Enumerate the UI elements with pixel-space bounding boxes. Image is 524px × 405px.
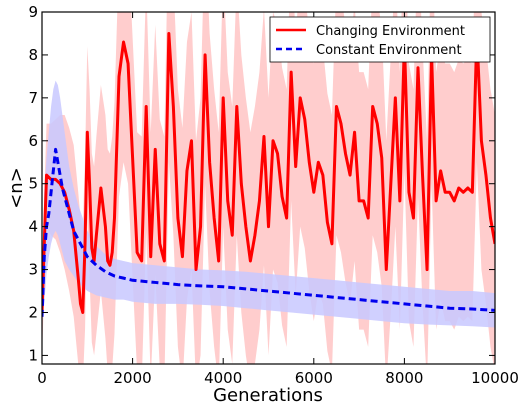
plot-frame — [41, 11, 496, 365]
y-tick-label: 4 — [28, 218, 38, 236]
legend-label-changing: Changing Environment — [316, 24, 465, 39]
y-axis: 1 2 3 4 5 6 7 8 9 — [28, 3, 495, 364]
y-tick-label: 2 — [28, 303, 38, 321]
x-tick-label: 8000 — [385, 369, 423, 387]
x-tick-label: 6000 — [295, 369, 333, 387]
band-constant-environment — [42, 80, 495, 328]
y-axis-label: <n> — [6, 167, 27, 209]
x-tick-label: 4000 — [204, 369, 242, 387]
y-tick-label: 8 — [28, 46, 38, 64]
x-axis-label: Generations — [213, 385, 323, 405]
series-lines — [42, 31, 495, 317]
y-tick-label: 7 — [28, 89, 38, 107]
series-line-constant-environment — [42, 147, 495, 317]
y-tick-label: 6 — [28, 132, 38, 150]
y-tick-label: 5 — [28, 175, 38, 193]
confidence-bands — [42, 12, 495, 364]
band-changing-environment — [42, 12, 495, 364]
x-tick-label: 2000 — [114, 369, 152, 387]
x-tick-label: 0 — [37, 369, 47, 387]
y-tick-label: 3 — [28, 261, 38, 279]
y-tick-label: 1 — [28, 346, 38, 364]
x-axis: 0 2000 4000 6000 8000 10000 — [37, 12, 519, 387]
legend-box — [269, 16, 491, 63]
x-tick-label: 10000 — [471, 369, 519, 387]
y-tick-label: 9 — [28, 3, 38, 21]
legend: Changing Environment Constant Environmen… — [269, 16, 491, 63]
series-line-changing-environment — [42, 31, 495, 314]
legend-label-constant: Constant Environment — [316, 43, 462, 58]
